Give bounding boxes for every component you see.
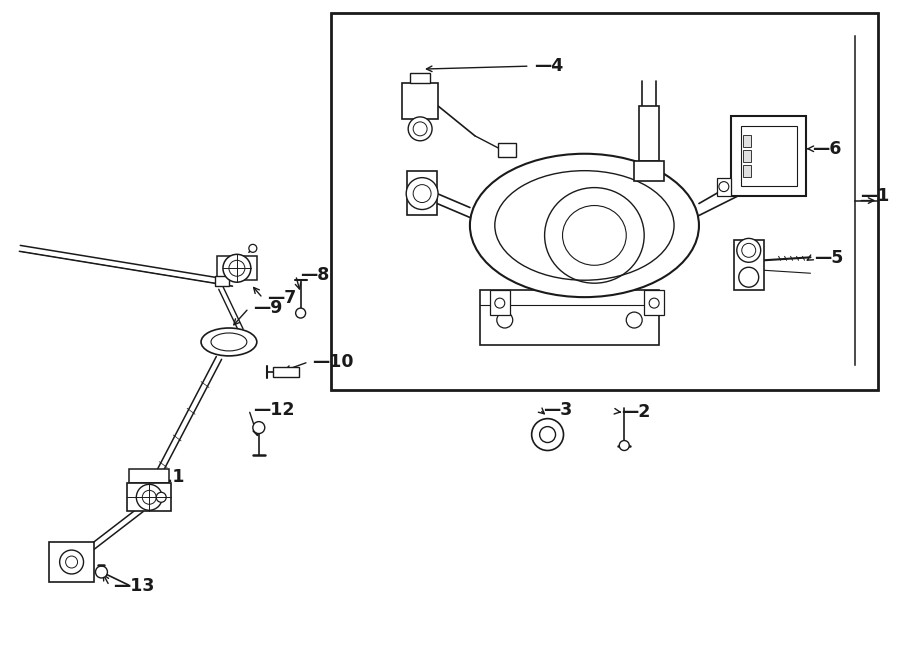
Text: —10: —10 [312, 353, 354, 371]
Polygon shape [634, 161, 664, 181]
Bar [742, 165, 751, 177]
Circle shape [626, 312, 643, 328]
Polygon shape [130, 469, 169, 483]
Ellipse shape [201, 328, 256, 356]
Polygon shape [402, 83, 438, 119]
Polygon shape [734, 240, 764, 290]
Text: —11: —11 [143, 469, 184, 487]
Text: —7: —7 [266, 289, 296, 307]
Text: —2: —2 [621, 402, 651, 420]
Text: —3: —3 [544, 401, 573, 418]
Polygon shape [410, 73, 430, 83]
Circle shape [540, 426, 555, 442]
Circle shape [532, 418, 563, 451]
Polygon shape [731, 116, 806, 195]
Polygon shape [498, 143, 516, 157]
Text: —4: —4 [534, 57, 562, 75]
Circle shape [406, 177, 438, 209]
Text: —5: —5 [814, 250, 844, 267]
Circle shape [223, 254, 251, 282]
Circle shape [409, 117, 432, 141]
Bar [742, 150, 751, 162]
Polygon shape [215, 276, 229, 286]
Polygon shape [207, 334, 251, 350]
Polygon shape [217, 256, 256, 280]
Polygon shape [644, 290, 664, 315]
Bar [742, 135, 751, 147]
Polygon shape [273, 367, 299, 377]
Circle shape [719, 181, 729, 191]
Circle shape [649, 298, 659, 308]
Text: —13: —13 [113, 577, 155, 595]
Polygon shape [717, 177, 731, 195]
Text: —1: —1 [860, 187, 889, 205]
Circle shape [95, 566, 107, 578]
Circle shape [296, 308, 306, 318]
Circle shape [157, 493, 166, 502]
Text: —12: —12 [253, 401, 294, 418]
Circle shape [495, 298, 505, 308]
Polygon shape [490, 290, 509, 315]
Text: —9: —9 [253, 299, 283, 317]
Bar [330, 13, 878, 390]
Polygon shape [128, 483, 171, 511]
Circle shape [248, 244, 256, 252]
Circle shape [737, 238, 760, 262]
Polygon shape [480, 290, 659, 345]
Polygon shape [741, 126, 796, 185]
Circle shape [253, 422, 265, 434]
Text: —6: —6 [813, 140, 842, 158]
Ellipse shape [470, 154, 699, 297]
Polygon shape [49, 542, 94, 582]
Polygon shape [407, 171, 437, 216]
Circle shape [497, 312, 513, 328]
Circle shape [59, 550, 84, 574]
Circle shape [739, 267, 759, 287]
Text: —8: —8 [300, 266, 329, 284]
Circle shape [619, 440, 629, 451]
Circle shape [136, 485, 162, 510]
Polygon shape [639, 106, 659, 161]
